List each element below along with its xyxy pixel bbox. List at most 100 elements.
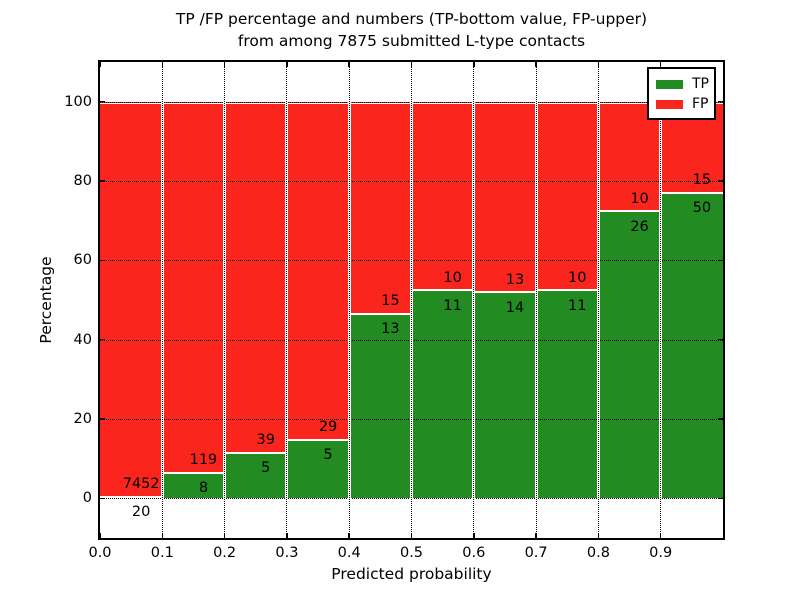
x-tick-bottom <box>535 533 537 538</box>
tp-count-label: 11 <box>443 297 462 314</box>
vertical-gridline <box>347 62 351 538</box>
bar-tp-segment <box>598 211 661 499</box>
tp-count-label: 11 <box>568 297 587 314</box>
y-tick-left <box>100 180 105 182</box>
bar-boundary-edge <box>536 289 599 292</box>
tp-count-label: 8 <box>198 480 209 497</box>
legend-item-fp: FP <box>656 94 709 114</box>
bar-tp-segment <box>473 292 537 499</box>
x-tick-top <box>535 62 537 67</box>
y-tick-label: 40 <box>73 331 92 348</box>
fp-count-label: 10 <box>443 269 462 286</box>
tp-count-label: 5 <box>323 447 333 463</box>
x-tick-label: 0.9 <box>649 545 673 561</box>
y-tick-left <box>100 259 105 262</box>
x-axis-label: Predicted probability <box>331 565 492 583</box>
chart-title-line1: TP /FP percentage and numbers (TP-bottom… <box>175 10 648 28</box>
bar-tp-segment <box>162 473 225 499</box>
y-tick-label: 80 <box>73 173 92 189</box>
x-tick-label: 0.8 <box>586 545 610 561</box>
y-tick-label: 60 <box>73 252 92 269</box>
bar-boundary-edge <box>473 291 537 294</box>
chart-title-line2: from among 7875 submitted L-type contact… <box>237 32 586 50</box>
fp-color-swatch <box>656 99 683 109</box>
x-tick-label: 0.4 <box>337 545 361 561</box>
x-tick-bottom <box>348 533 350 538</box>
x-tick-label: 0.6 <box>462 545 486 561</box>
vertical-gridline <box>534 62 538 538</box>
bar-fp-segment <box>224 101 287 454</box>
y-tick-label: 20 <box>73 411 92 427</box>
vertical-gridline <box>472 62 476 538</box>
x-tick-top <box>410 62 413 67</box>
bar-fp-segment <box>100 101 163 498</box>
bar-fp-segment <box>411 101 474 291</box>
tp-count-label: 20 <box>131 504 151 521</box>
vertical-gridline <box>160 62 164 538</box>
x-tick-bottom <box>473 533 475 538</box>
bar-boundary-edge <box>598 210 661 213</box>
x-tick-bottom <box>286 533 288 538</box>
fp-count-label: 29 <box>318 419 338 435</box>
x-tick-label: 0.1 <box>150 545 174 561</box>
tp-count-label: 5 <box>261 460 271 477</box>
legend-label-tp: TP <box>692 76 709 92</box>
x-tick-top <box>597 62 600 67</box>
y-tick-left <box>100 338 105 341</box>
x-tick-label: 0.7 <box>524 545 548 561</box>
x-tick-label: 0.2 <box>213 545 237 561</box>
chart-title: TP /FP percentage and numbers (TP-bottom… <box>100 8 723 52</box>
x-tick-top <box>161 62 164 67</box>
tp-count-label: 14 <box>505 299 525 316</box>
y-tick-left <box>100 497 105 500</box>
vertical-gridline <box>285 62 289 538</box>
tp-color-swatch <box>656 79 683 89</box>
x-tick-top <box>286 62 288 67</box>
bar-boundary-edge <box>224 451 287 454</box>
y-tick-right <box>718 497 723 500</box>
bar-tp-segment <box>536 290 599 499</box>
bar-fp-segment <box>598 101 661 212</box>
fp-count-label: 10 <box>630 190 649 207</box>
vertical-gridline <box>223 62 227 538</box>
bar-fp-segment <box>349 101 412 315</box>
legend-item-tp: TP <box>656 74 709 94</box>
x-tick-bottom <box>161 533 164 538</box>
bar-tp-segment <box>224 453 287 499</box>
fp-count-label: 39 <box>256 432 275 449</box>
bar-boundary-edge <box>100 495 163 498</box>
vertical-gridline <box>596 62 600 538</box>
plot-inner: 7452 20 119 8 39 5 29 5 15 13 10 11 13 14 10 11 10 26 15 50 <box>99 62 723 538</box>
y-tick-right <box>718 418 723 420</box>
legend: TP FP <box>647 67 716 120</box>
x-tick-top <box>473 62 475 67</box>
x-tick-top <box>348 62 350 67</box>
y-tick-right <box>718 259 723 262</box>
x-tick-bottom <box>99 533 101 538</box>
x-tick-top <box>659 62 662 67</box>
y-tick-right <box>718 338 723 341</box>
bar-tp-segment <box>100 497 163 499</box>
tp-count-label: 13 <box>381 321 400 338</box>
x-tick-bottom <box>410 533 413 538</box>
legend-label-fp: FP <box>692 96 709 112</box>
bar-tp-segment <box>411 290 474 499</box>
bar-boundary-edge <box>349 312 412 315</box>
bar-tp-segment <box>660 193 723 499</box>
fp-count-label: 13 <box>505 271 525 288</box>
x-tick-bottom <box>659 533 662 538</box>
tp-count-label: 26 <box>630 218 649 235</box>
fp-count-label: 15 <box>692 172 712 189</box>
y-tick-left <box>100 100 105 103</box>
vertical-gridline <box>659 62 663 538</box>
bar-tp-segment <box>349 314 412 499</box>
bar-boundary-edge <box>660 191 723 194</box>
bar-boundary-edge <box>411 289 474 292</box>
x-tick-label: 0.0 <box>88 545 112 561</box>
vertical-gridline <box>410 62 413 538</box>
bar-boundary-edge <box>286 438 350 441</box>
x-tick-bottom <box>223 533 226 538</box>
x-tick-top <box>99 62 101 67</box>
bar-fp-segment <box>286 101 350 440</box>
